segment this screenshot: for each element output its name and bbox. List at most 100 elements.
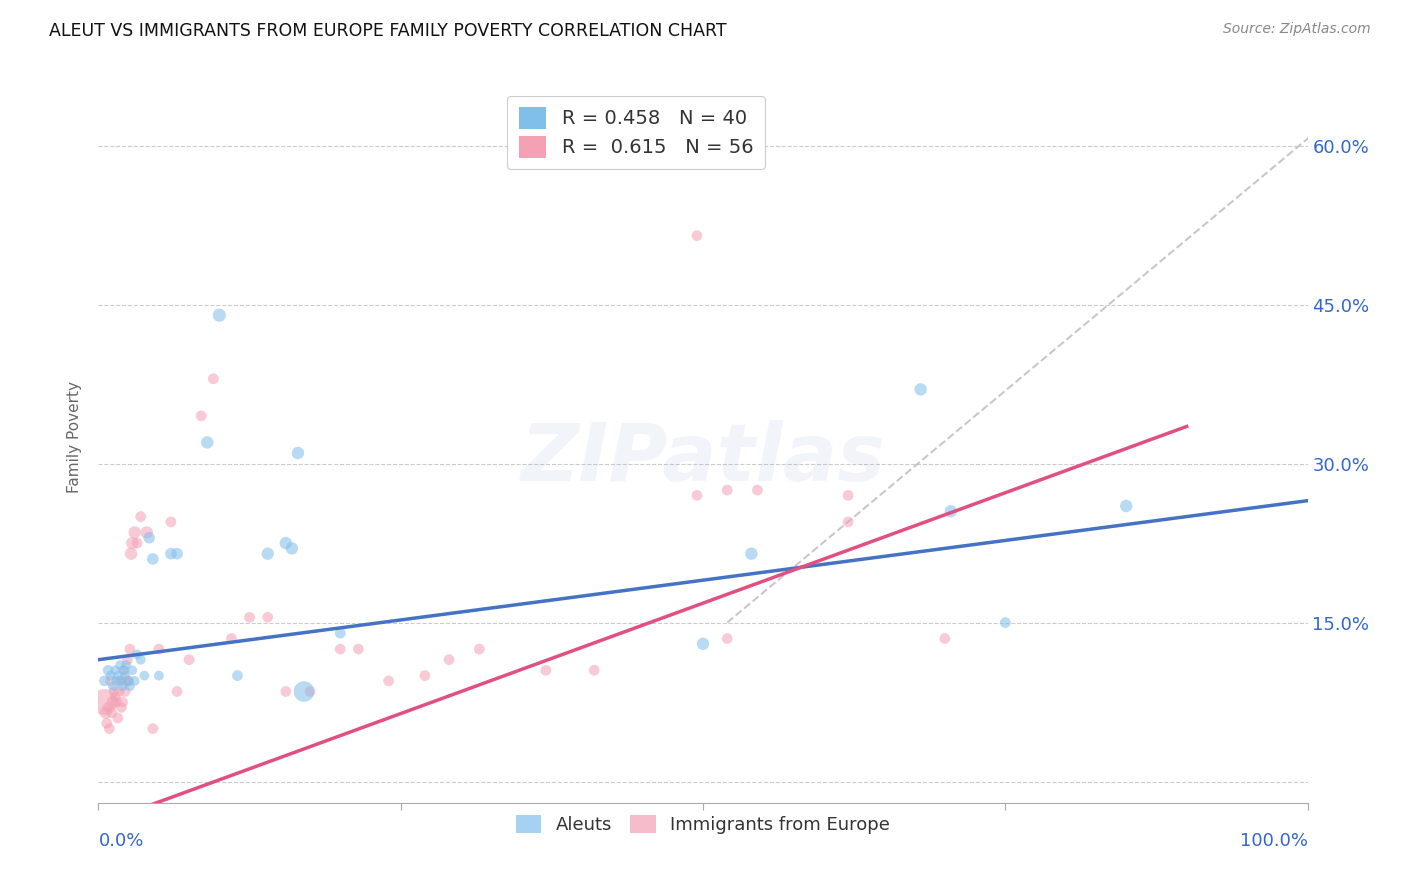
Point — [111, 679, 134, 693]
Point — [124, 525, 146, 540]
Point — [837, 515, 859, 529]
Point — [413, 668, 436, 682]
Point — [96, 716, 118, 731]
Text: Source: ZipAtlas.com: Source: ZipAtlas.com — [1223, 22, 1371, 37]
Point — [837, 488, 859, 502]
Point — [468, 642, 491, 657]
Point — [138, 531, 160, 545]
Point — [195, 435, 218, 450]
Point — [105, 673, 128, 688]
Point — [112, 663, 135, 677]
Point — [114, 684, 136, 698]
Point — [747, 483, 769, 497]
Point — [994, 615, 1017, 630]
Point — [97, 663, 120, 677]
Point — [124, 673, 146, 688]
Point — [299, 684, 322, 698]
Point — [160, 547, 183, 561]
Point — [108, 684, 131, 698]
Point — [281, 541, 304, 556]
Point — [740, 547, 762, 561]
Point — [97, 700, 120, 714]
Point — [101, 695, 124, 709]
Point — [148, 668, 170, 682]
Point — [256, 610, 278, 624]
Point — [127, 536, 149, 550]
Point — [190, 409, 212, 423]
Point — [118, 673, 141, 688]
Point — [115, 673, 138, 688]
Point — [100, 706, 122, 720]
Point — [274, 684, 297, 698]
Point — [934, 632, 956, 646]
Point — [93, 695, 115, 709]
Point — [166, 547, 188, 561]
Point — [347, 642, 370, 657]
Point — [221, 632, 243, 646]
Point — [105, 695, 128, 709]
Point — [115, 658, 138, 673]
Point — [160, 515, 183, 529]
Point — [377, 673, 399, 688]
Point — [110, 700, 132, 714]
Point — [112, 663, 135, 677]
Point — [292, 684, 315, 698]
Point — [329, 626, 352, 640]
Point — [101, 679, 124, 693]
Text: 100.0%: 100.0% — [1240, 832, 1308, 850]
Point — [686, 488, 709, 502]
Point — [179, 653, 201, 667]
Point — [208, 308, 231, 322]
Point — [134, 668, 156, 682]
Point — [686, 228, 709, 243]
Point — [148, 642, 170, 657]
Point — [111, 695, 134, 709]
Legend: Aleuts, Immigrants from Europe: Aleuts, Immigrants from Europe — [509, 807, 897, 841]
Point — [121, 663, 143, 677]
Point — [583, 663, 606, 677]
Text: ZIPatlas: ZIPatlas — [520, 420, 886, 498]
Point — [142, 722, 165, 736]
Point — [135, 525, 157, 540]
Point — [716, 483, 738, 497]
Point — [104, 690, 127, 704]
Point — [107, 711, 129, 725]
Point — [103, 684, 125, 698]
Point — [166, 684, 188, 698]
Point — [117, 653, 139, 667]
Point — [118, 673, 141, 688]
Point — [120, 547, 142, 561]
Point — [129, 509, 152, 524]
Text: 0.0%: 0.0% — [98, 832, 143, 850]
Point — [104, 663, 127, 677]
Point — [329, 642, 352, 657]
Point — [256, 547, 278, 561]
Point — [939, 504, 962, 518]
Point — [716, 632, 738, 646]
Point — [692, 637, 714, 651]
Point — [274, 536, 297, 550]
Point — [100, 668, 122, 682]
Point — [93, 673, 115, 688]
Point — [118, 642, 141, 657]
Point — [108, 658, 131, 673]
Point — [107, 668, 129, 682]
Point — [142, 552, 165, 566]
Point — [239, 610, 262, 624]
Point — [534, 663, 557, 677]
Point — [94, 706, 117, 720]
Point — [910, 383, 932, 397]
Point — [226, 668, 249, 682]
Point — [100, 673, 122, 688]
Point — [202, 372, 225, 386]
Point — [437, 653, 460, 667]
Point — [1115, 499, 1137, 513]
Point — [110, 673, 132, 688]
Point — [129, 653, 152, 667]
Text: ALEUT VS IMMIGRANTS FROM EUROPE FAMILY POVERTY CORRELATION CHART: ALEUT VS IMMIGRANTS FROM EUROPE FAMILY P… — [49, 22, 727, 40]
Point — [114, 668, 136, 682]
Point — [98, 722, 121, 736]
Point — [127, 648, 149, 662]
Point — [108, 673, 131, 688]
Point — [287, 446, 309, 460]
